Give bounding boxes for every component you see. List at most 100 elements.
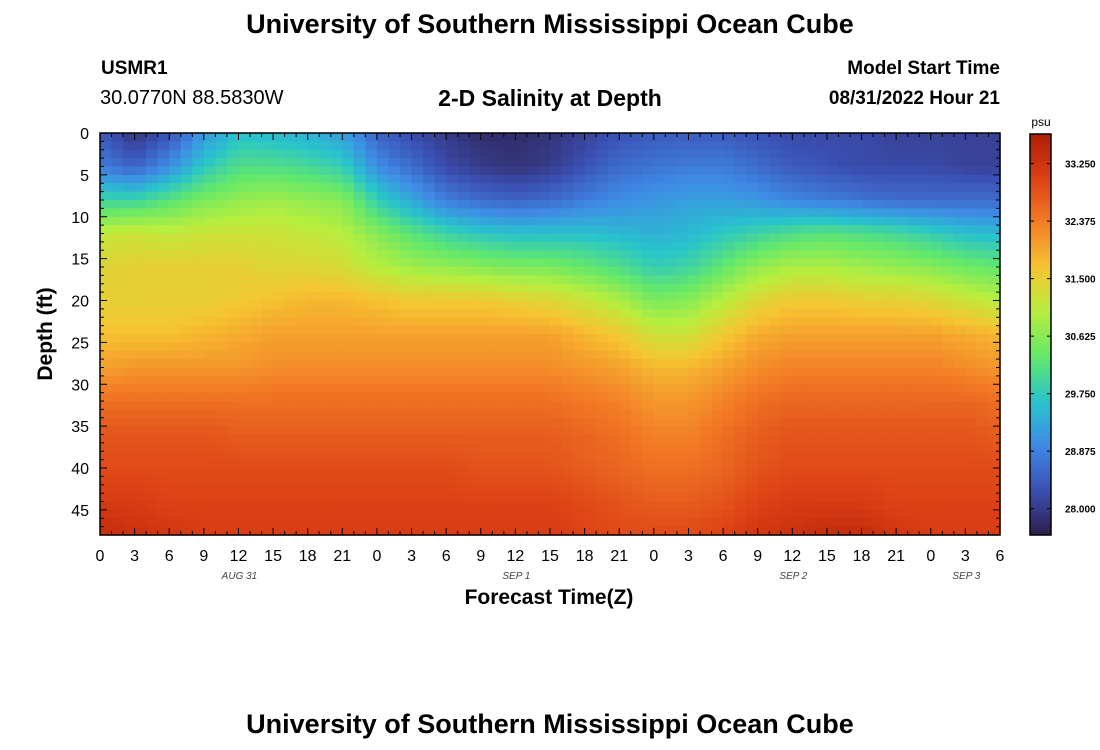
heatmap-cell	[988, 367, 1001, 377]
heatmap-cell	[423, 476, 436, 486]
heatmap-cell	[723, 241, 736, 251]
heatmap-cell	[492, 459, 505, 469]
heatmap-cell	[284, 484, 297, 494]
heatmap-cell	[469, 183, 482, 193]
heatmap-cell	[965, 468, 978, 477]
heatmap-cell	[838, 283, 851, 293]
heatmap-cell	[769, 216, 782, 226]
heatmap-cell	[457, 476, 470, 486]
heatmap-cell	[169, 141, 182, 151]
heatmap-cell	[469, 459, 482, 469]
heatmap-cell	[676, 367, 690, 377]
heatmap-cell	[503, 375, 516, 385]
heatmap-cell	[192, 300, 205, 310]
heatmap-cell	[561, 267, 574, 276]
heatmap-cell	[584, 409, 597, 419]
heatmap-cell	[203, 518, 216, 528]
heatmap-cell	[388, 258, 401, 268]
heatmap-cell	[653, 426, 666, 436]
heatmap-cell	[607, 501, 620, 511]
heatmap-cell	[780, 476, 793, 486]
heatmap-cell	[180, 484, 193, 494]
heatmap-cell	[988, 216, 1001, 226]
heatmap-cell	[550, 350, 563, 360]
heatmap-cell	[642, 409, 655, 419]
heatmap-cell	[919, 484, 932, 494]
heatmap-cell	[515, 350, 528, 360]
heatmap-cell	[965, 401, 978, 410]
heatmap-cell	[457, 493, 470, 503]
heatmap-cell	[492, 334, 505, 343]
heatmap-cell	[746, 275, 759, 285]
heatmap-cell	[342, 267, 355, 276]
heatmap-cell	[676, 409, 690, 419]
heatmap-cell	[388, 334, 401, 343]
heatmap-cell	[480, 468, 493, 477]
heatmap-cell	[688, 292, 701, 302]
heatmap-cell	[538, 468, 551, 477]
heatmap-cell	[526, 384, 540, 394]
x-tick-label: 12	[783, 548, 801, 565]
heatmap-cell	[792, 158, 805, 168]
heatmap-cell	[688, 208, 701, 218]
heatmap-cell	[238, 183, 251, 193]
heatmap-cell	[930, 166, 943, 176]
heatmap-cell	[434, 468, 447, 477]
heatmap-cell	[180, 241, 193, 251]
heatmap-cell	[123, 409, 136, 419]
heatmap-cell	[284, 191, 297, 201]
heatmap-cell	[423, 375, 436, 385]
heatmap-cell	[942, 267, 955, 276]
heatmap-cell	[907, 350, 920, 360]
heatmap-cell	[630, 275, 643, 285]
heatmap-cell	[723, 434, 736, 444]
heatmap-cell	[515, 166, 528, 176]
heatmap-cell	[619, 292, 632, 302]
heatmap-cell	[838, 149, 851, 159]
heatmap-cell	[319, 468, 332, 477]
heatmap-cell	[273, 409, 286, 419]
plot-title: 2-D Salinity at Depth	[438, 85, 662, 111]
heatmap-cell	[942, 141, 955, 151]
heatmap-cell	[192, 208, 205, 218]
heatmap-cell	[919, 300, 932, 310]
heatmap-cell	[353, 317, 366, 327]
heatmap-cell	[480, 166, 493, 176]
heatmap-cell	[826, 325, 840, 335]
heatmap-cell	[838, 292, 851, 302]
heatmap-cell	[492, 225, 505, 235]
heatmap-cell	[850, 459, 863, 469]
heatmap-cell	[123, 166, 136, 176]
heatmap-cell	[388, 476, 401, 486]
heatmap-cell	[803, 426, 816, 436]
heatmap-cell	[388, 493, 401, 503]
heatmap-cell	[492, 158, 505, 168]
heatmap-cell	[826, 342, 840, 352]
heatmap-cell	[296, 183, 309, 193]
heatmap-cell	[607, 308, 620, 318]
heatmap-cell	[273, 501, 286, 511]
heatmap-cell	[434, 283, 447, 293]
heatmap-cell	[676, 292, 690, 302]
heatmap-cell	[388, 300, 401, 310]
heatmap-cell	[642, 526, 655, 536]
heatmap-cell	[250, 476, 263, 486]
heatmap-cell	[746, 392, 759, 402]
heatmap-cell	[250, 183, 263, 193]
heatmap-cell	[965, 518, 978, 528]
heatmap-cell	[273, 225, 286, 235]
heatmap-cell	[792, 174, 805, 184]
heatmap-cell	[411, 384, 424, 394]
heatmap-cell	[561, 308, 574, 318]
heatmap-cell	[642, 141, 655, 151]
heatmap-cell	[307, 367, 320, 377]
heatmap-cell	[550, 392, 563, 402]
heatmap-cell	[723, 459, 736, 469]
heatmap-cell	[734, 258, 747, 268]
heatmap-cell	[250, 401, 263, 410]
heatmap-cell	[100, 367, 113, 377]
heatmap-cell	[411, 158, 424, 168]
heatmap-cell	[503, 434, 516, 444]
heatmap-cell	[988, 200, 1001, 209]
heatmap-cell	[434, 518, 447, 528]
